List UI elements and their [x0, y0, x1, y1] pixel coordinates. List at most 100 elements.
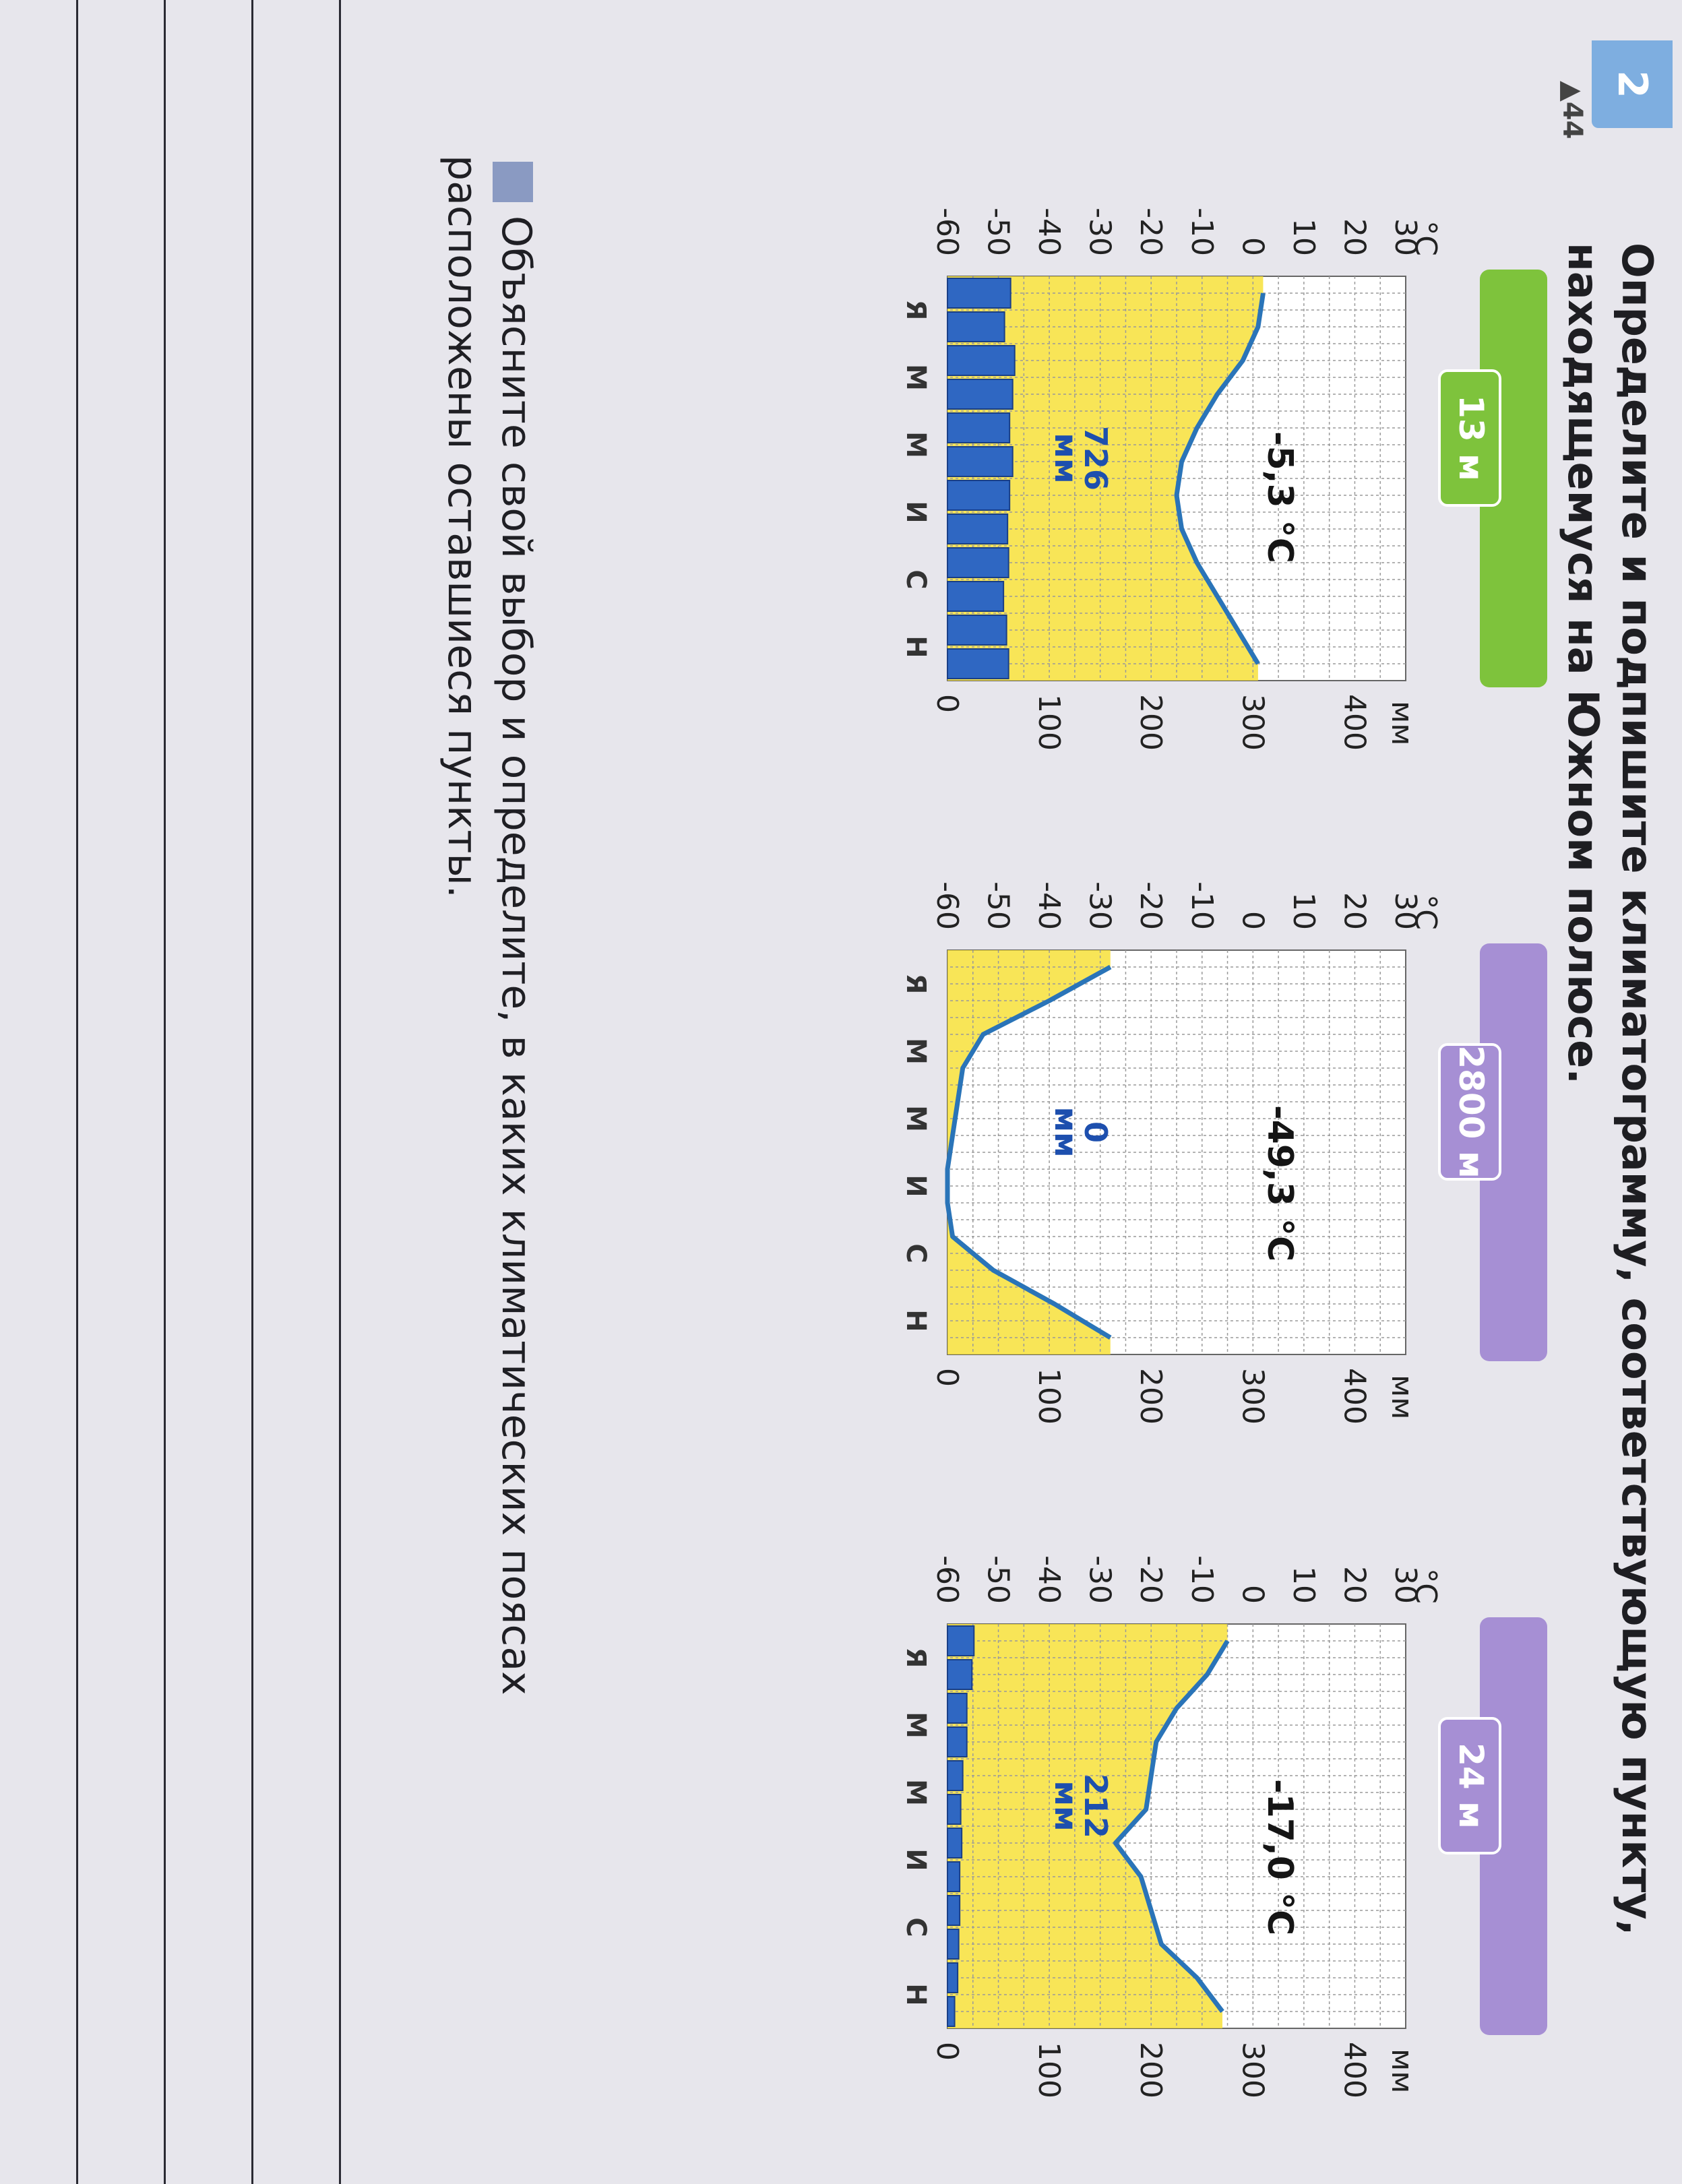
annual-precip-value: 212: [1078, 1774, 1114, 1838]
temp-tick: -50: [981, 208, 1016, 256]
temp-tick: -40: [1032, 208, 1066, 256]
precip-tick: 100: [1032, 694, 1066, 751]
precip-tick: 100: [1032, 1368, 1066, 1425]
question-line-1: Объясните свой выбор и определите, в как…: [493, 216, 540, 1695]
question-bullet: [493, 162, 533, 202]
mean-temp-label: -5,3 °C: [1259, 431, 1300, 563]
precip-tick: 400: [1337, 694, 1371, 751]
question-line-2: расположены оставшиеся пункты.: [439, 155, 486, 898]
temp-tick: -60: [930, 1555, 964, 1604]
month-label: Н: [900, 1309, 931, 1332]
annual-precip-unit: мм: [1048, 1780, 1084, 1831]
month-label: И: [900, 501, 931, 523]
precip-unit: мм: [1385, 701, 1419, 745]
temp-tick: 10: [1286, 1566, 1321, 1604]
temp-tick: 30: [1388, 1566, 1423, 1604]
temp-tick: 30: [1388, 892, 1423, 930]
precip-bar-6: [946, 1794, 962, 1825]
month-label: С: [900, 1917, 931, 1937]
precip-bar-5: [946, 1760, 964, 1791]
altitude-label: 2800 м: [1452, 1045, 1491, 1178]
altitude-badge: [1438, 369, 1501, 507]
temperature-line: [1174, 292, 1266, 665]
precip-bar-12: [946, 1996, 956, 2027]
temp-unit: °C: [1408, 894, 1443, 930]
altitude-badge: [1438, 1717, 1501, 1854]
month-label: Я: [900, 300, 931, 321]
temp-tick: -30: [1083, 1555, 1117, 1604]
altitude-badge: [1438, 1043, 1501, 1181]
precip-tick: 300: [1235, 1368, 1270, 1425]
month-label: И: [900, 1175, 931, 1197]
precip-bar-12: [947, 648, 1009, 679]
temp-tick: 20: [1337, 892, 1371, 930]
temp-tick: 30: [1388, 218, 1423, 256]
answer-line-2: [251, 0, 253, 2184]
precip-bar-3: [947, 345, 1016, 376]
precip-tick: 0: [930, 1368, 964, 1387]
precip-bar-10: [946, 1929, 960, 1960]
climatogram-2: 2800 м°C3020100-10-20-30-40-50-60мм40030…: [900, 881, 1547, 1425]
annual-precip-value: 0: [1078, 1121, 1114, 1143]
precip-bar-7: [947, 480, 1011, 511]
month-label: М: [900, 1105, 931, 1132]
precip-tick: 100: [1032, 2042, 1066, 2098]
temp-tick: -50: [981, 1555, 1016, 1604]
precip-bar-2: [947, 1659, 973, 1690]
temp-tick: -20: [1133, 1555, 1168, 1604]
temp-tick: 0: [1235, 237, 1270, 256]
month-label: М: [900, 1779, 931, 1806]
climatogram-3: 24 м°C3020100-10-20-30-40-50-60мм4003002…: [900, 1555, 1547, 2098]
month-label: Н: [900, 1983, 931, 2005]
temp-tick: -10: [1185, 881, 1219, 930]
temp-tick: 10: [1286, 218, 1321, 256]
month-label: М: [900, 431, 931, 458]
climatograms: 13 м°C3020100-10-20-30-40-50-60мм4003002…: [900, 208, 1547, 2098]
precip-tick: 200: [1133, 1368, 1168, 1425]
temp-tick: -50: [981, 881, 1016, 930]
mean-temp-label: -49,3 °C: [1259, 1105, 1300, 1261]
precip-unit: мм: [1385, 2049, 1419, 2093]
temp-tick: -10: [1185, 208, 1219, 256]
warm-area: [947, 950, 1111, 1354]
answer-line-3: [164, 0, 166, 2184]
precip-bar-11: [947, 615, 1007, 646]
precip-bar-4: [947, 379, 1014, 410]
precip-tick: 0: [930, 2042, 964, 2061]
precip-bar-5: [947, 412, 1011, 443]
temp-unit: °C: [1408, 220, 1443, 256]
month-label: М: [900, 364, 931, 391]
precip-tick: 200: [1133, 694, 1168, 751]
temp-tick: 0: [1235, 1585, 1270, 1604]
precip-tick: 200: [1133, 2042, 1168, 2098]
temp-tick: 20: [1337, 218, 1371, 256]
temp-tick: -60: [930, 881, 964, 930]
temp-tick: -10: [1185, 1555, 1219, 1604]
precip-bar-4: [946, 1726, 968, 1757]
precip-tick: 300: [1235, 2042, 1270, 2098]
month-label: М: [900, 1038, 931, 1065]
temp-tick: -20: [1133, 208, 1168, 256]
climatogram-1: 13 м°C3020100-10-20-30-40-50-60мм4003002…: [900, 208, 1547, 751]
altitude-label: 24 м: [1452, 1743, 1491, 1829]
temperature-line: [1113, 1640, 1230, 2014]
precip-bar-7: [946, 1828, 963, 1859]
precip-tick: 400: [1337, 1368, 1371, 1425]
month-label: М: [900, 1712, 931, 1739]
temp-tick: -60: [930, 208, 964, 256]
precip-bar-9: [946, 1895, 961, 1926]
temp-tick: -40: [1032, 1555, 1066, 1604]
precip-bar-6: [947, 446, 1014, 477]
month-label: Н: [900, 635, 931, 658]
annual-precip-unit: мм: [1048, 433, 1084, 483]
precip-bar-1: [947, 278, 1011, 309]
month-label: Я: [900, 974, 931, 995]
temp-tick: -40: [1032, 881, 1066, 930]
temperature-line: [945, 964, 1112, 1340]
month-label: И: [900, 1848, 931, 1871]
month-label: С: [900, 569, 931, 589]
temp-tick: -20: [1133, 881, 1168, 930]
temp-tick: 10: [1286, 892, 1321, 930]
precip-tick: 0: [930, 694, 964, 713]
